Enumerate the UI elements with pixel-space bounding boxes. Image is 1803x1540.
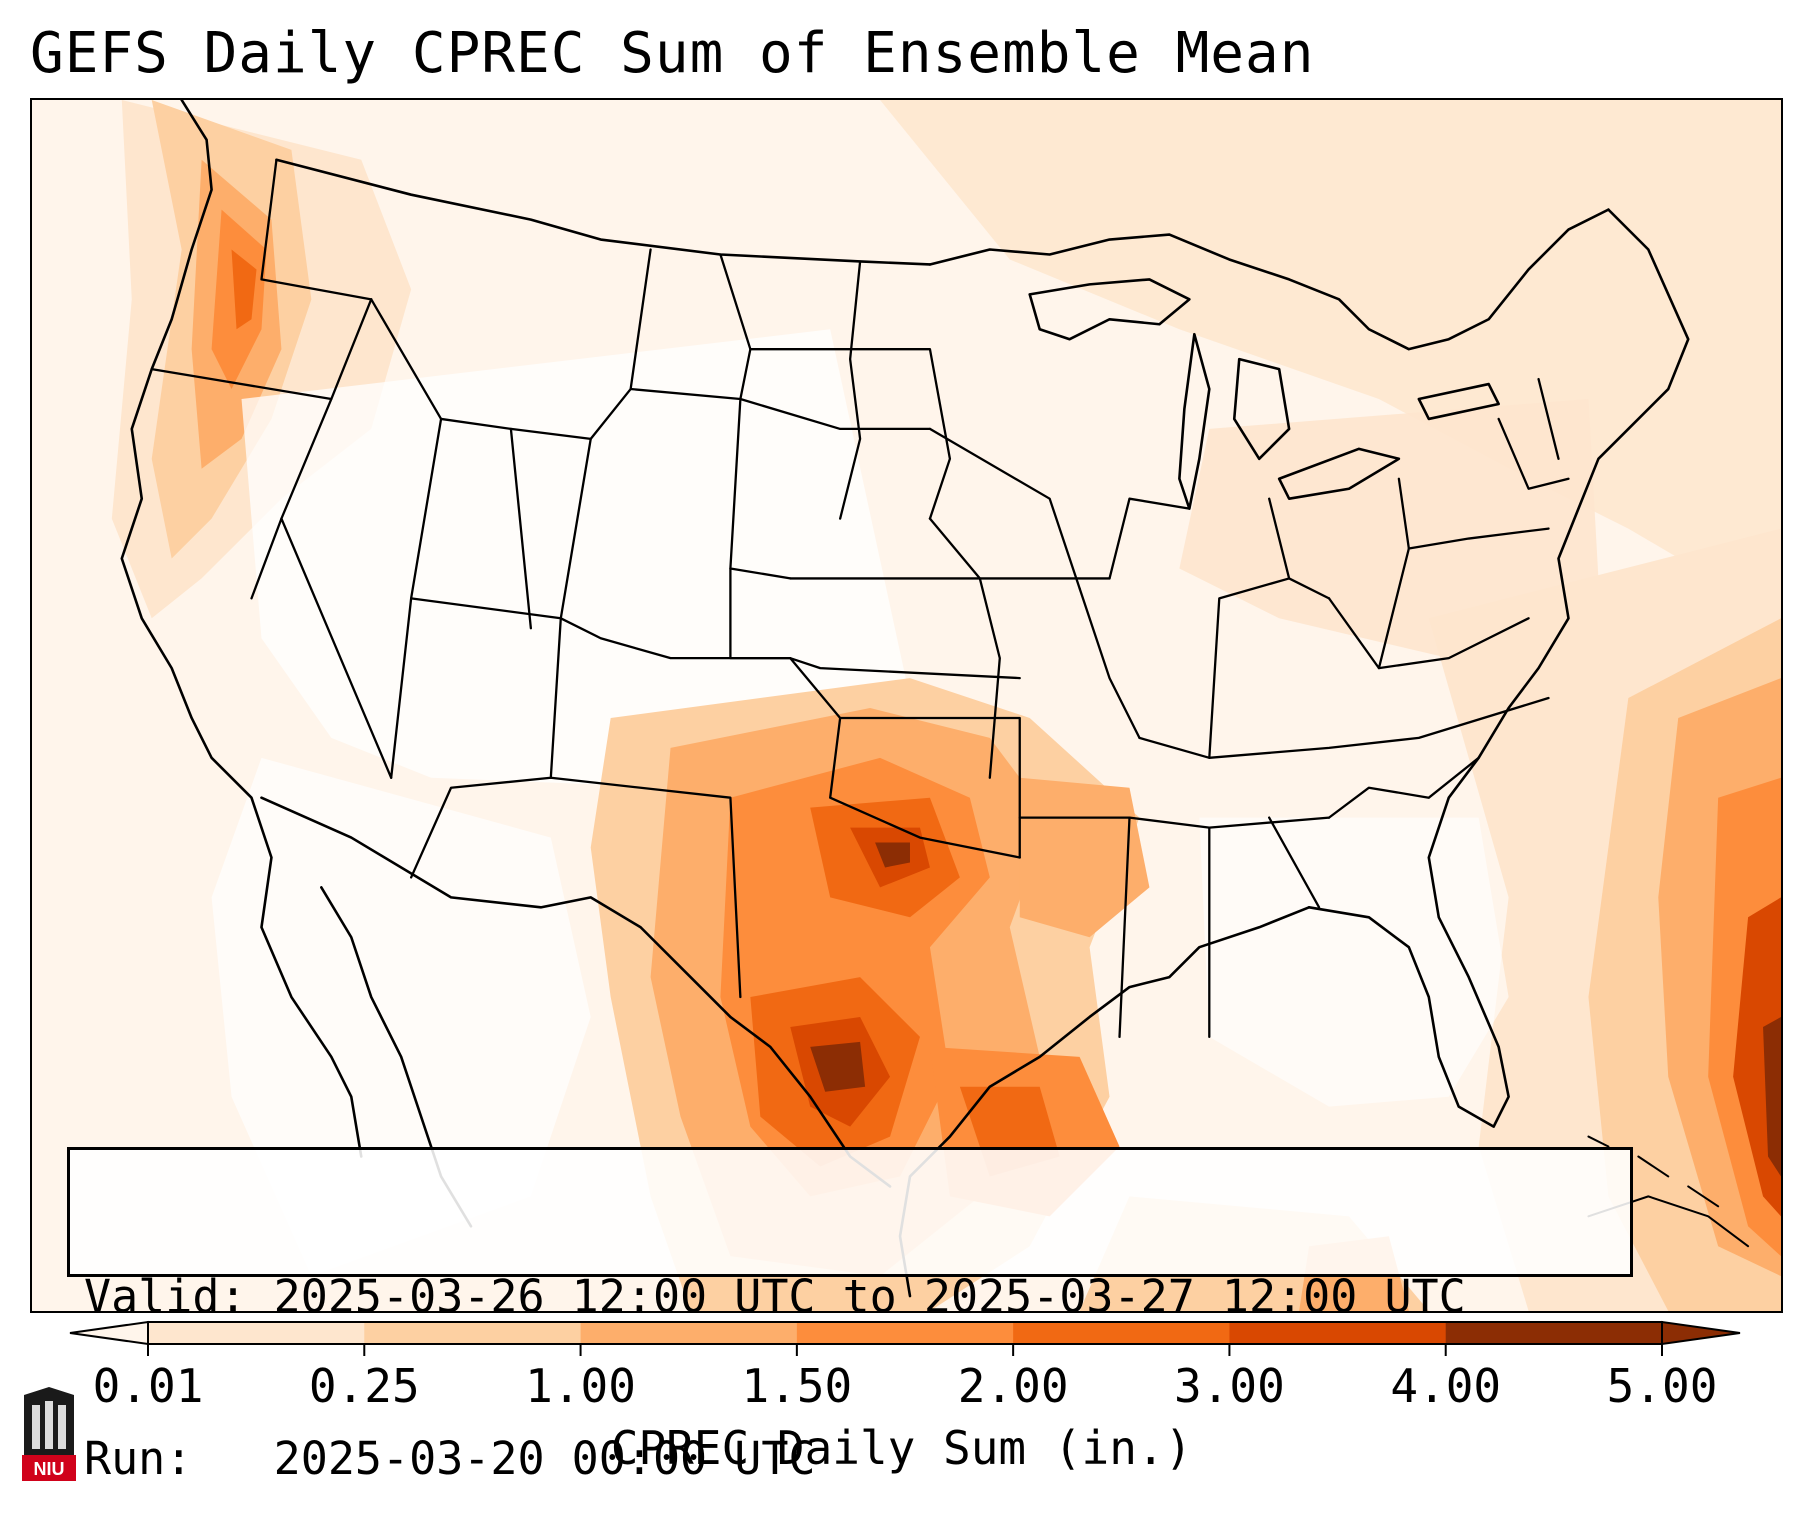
- colorbar: [69, 1320, 1741, 1356]
- lake-ontario: [1417, 382, 1500, 421]
- colorbar-tick-label: 0.01: [92, 1359, 204, 1413]
- colorbar-tick-label: 2.00: [957, 1359, 1069, 1413]
- colorbar-tick-label: 0.25: [308, 1359, 420, 1413]
- colorbar-tick-label: 1.50: [741, 1359, 853, 1413]
- lake-huron: [1232, 357, 1291, 461]
- colorbar-segment: [364, 1322, 582, 1344]
- colorbar-segment: [1229, 1322, 1447, 1344]
- colorbar-segment: [148, 1322, 365, 1344]
- colorbar-tick-label: 5.00: [1606, 1359, 1718, 1413]
- colorbar-outline: [147, 1321, 1663, 1345]
- pacific-coastline: [120, 100, 363, 1158]
- lake-erie: [1277, 447, 1401, 500]
- colorbar-segment: [1445, 1322, 1663, 1344]
- colorbar-extend-high: [1661, 1320, 1741, 1346]
- colorbar-tick-label: 3.00: [1174, 1359, 1285, 1413]
- colorbar-segment: [1013, 1322, 1230, 1344]
- state-lines: [150, 158, 1570, 1039]
- colorbar-segment: [796, 1322, 1014, 1344]
- valid-value: 2025-03-26 12:00 UTC to 2025-03-27 12:00…: [273, 1270, 1466, 1323]
- precipitation-map: [30, 98, 1783, 1313]
- colorbar-axis-label: CPREC Daily Sum (in.): [610, 1421, 1193, 1475]
- svg-text:NIU: NIU: [34, 1459, 65, 1479]
- run-value: 2025-03-20 00:00 UTC: [273, 1432, 816, 1485]
- niu-logo-icon: NIU: [22, 1387, 76, 1481]
- great-lakes-border: [928, 208, 1610, 351]
- valid-row: Valid: 2025-03-26 12:00 UTC to 2025-03-2…: [84, 1270, 1630, 1324]
- map-canvas: [32, 100, 1781, 1311]
- colorbar-extend-low: [69, 1320, 149, 1346]
- valid-label: Valid:: [84, 1270, 247, 1323]
- precip-field: [111, 100, 1781, 1311]
- lake-superior: [1028, 278, 1191, 341]
- map-borders: [120, 100, 1750, 1298]
- colorbar-segments: [69, 1320, 1741, 1346]
- colorbar-tick-label: 1.00: [525, 1359, 636, 1413]
- colorbar-ticks: [147, 1344, 1663, 1356]
- run-row: Run: 2025-03-20 00:00 UTC: [84, 1432, 1630, 1486]
- run-label: Run:: [84, 1432, 193, 1485]
- colorbar-segment: [580, 1322, 798, 1344]
- atlantic-coastline: [1307, 208, 1690, 1128]
- mexico-border: [260, 796, 892, 1188]
- map-title: GEFS Daily CPREC Sum of Ensemble Mean: [30, 21, 1315, 86]
- validity-info-box: Valid: 2025-03-26 12:00 UTC to 2025-03-2…: [67, 1147, 1633, 1485]
- colorbar-tick-label: 4.00: [1390, 1359, 1502, 1413]
